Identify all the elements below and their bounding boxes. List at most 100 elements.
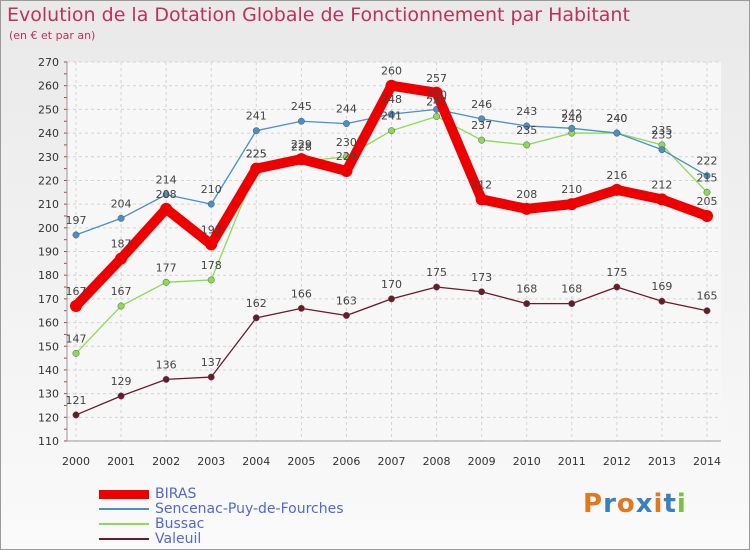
x-tick-label: 2013 [648,455,676,468]
data-point [117,214,125,222]
logo-letter: o [616,489,636,519]
data-label: 250 [426,88,447,101]
data-label: 235 [651,124,672,137]
data-point [117,302,125,310]
data-label: 175 [426,266,447,279]
x-tick-label: 2006 [332,455,360,468]
x-tick-label: 2011 [558,455,586,468]
logo-letter: i [653,489,664,519]
legend-swatch-sencenac [99,508,149,510]
data-label: 237 [471,119,492,132]
x-tick-label: 2014 [693,455,721,468]
logo-letter: r [603,489,617,519]
data-point [160,202,173,215]
data-point [295,153,308,166]
data-label: 222 [697,155,718,168]
data-label: 247 [426,95,447,108]
data-label: 241 [246,110,267,123]
data-point [658,146,666,154]
data-label: 136 [156,358,177,371]
data-label: 240 [606,112,627,125]
data-point [613,129,621,137]
x-tick-label: 2008 [423,455,451,468]
data-label: 245 [291,100,312,113]
chart-title: Evolution de la Dotation Globale de Fonc… [7,4,630,26]
data-point [207,373,215,381]
data-point [655,193,668,206]
data-label: 173 [471,271,492,284]
data-label: 137 [201,356,222,369]
data-point [250,162,263,175]
data-point [658,297,666,305]
data-label: 214 [156,174,177,187]
data-point [252,314,260,322]
data-label: 208 [516,188,537,201]
data-label: 147 [66,332,87,345]
data-label: 178 [201,259,222,272]
data-point [115,252,128,265]
data-point [565,198,578,211]
data-label: 175 [606,266,627,279]
x-tick-label: 2003 [197,455,225,468]
x-tick-label: 2007 [378,455,406,468]
data-point [613,283,621,291]
data-point [568,300,576,308]
y-tick-label: 270 [38,56,59,69]
data-label: 129 [111,375,132,388]
data-point [72,231,80,239]
data-point [478,288,486,296]
data-label: 230 [336,136,357,149]
data-label: 197 [66,214,87,227]
y-tick-label: 220 [38,174,59,187]
data-label: 166 [291,287,312,300]
proxiti-logo: Proxiti [583,489,687,519]
x-tick-label: 2001 [107,455,135,468]
data-label: 167 [111,285,132,298]
data-point [342,312,350,319]
data-label: 177 [156,261,177,274]
logo-letter: t [663,489,677,519]
data-point [523,300,531,308]
data-label: 246 [471,98,492,111]
data-label: 243 [516,105,537,118]
data-label: 215 [697,171,718,184]
data-point [523,122,531,130]
data-point [388,110,395,118]
data-label: 163 [336,294,357,307]
legend-item-bussac: Bussac [99,516,204,532]
y-tick-label: 120 [38,411,59,424]
data-point [72,411,80,419]
data-point [430,86,443,99]
data-label: 241 [381,110,402,123]
y-tick-label: 150 [38,340,59,353]
data-label: 225 [246,148,267,161]
legend-item-biras: BIRAS [99,486,196,502]
data-point [523,141,531,149]
legend-label-valeuil: Valeuil [155,531,202,547]
legend-item-valeuil: Valeuil [99,531,201,547]
data-point [388,295,395,303]
chart-subtitle: (en € et par an) [9,29,96,42]
data-point [117,392,125,400]
data-label: 168 [561,283,582,296]
data-label: 216 [606,169,627,182]
data-point [72,349,80,357]
data-label: 204 [111,197,132,210]
data-point [701,209,713,222]
data-label: 233 [651,129,672,142]
y-tick-label: 260 [38,80,59,93]
data-point [388,127,395,135]
data-label: 240 [561,112,582,125]
data-label: 228 [291,140,312,153]
y-tick-label: 250 [38,103,59,116]
data-point [162,278,170,286]
data-label: 240 [606,112,627,125]
y-tick-label: 160 [38,317,59,330]
data-label: 168 [516,283,537,296]
logo-letter: i [676,489,687,519]
x-tick-label: 2000 [62,455,90,468]
data-label: 260 [381,65,402,78]
data-point [433,283,441,291]
data-label: 229 [291,138,312,151]
